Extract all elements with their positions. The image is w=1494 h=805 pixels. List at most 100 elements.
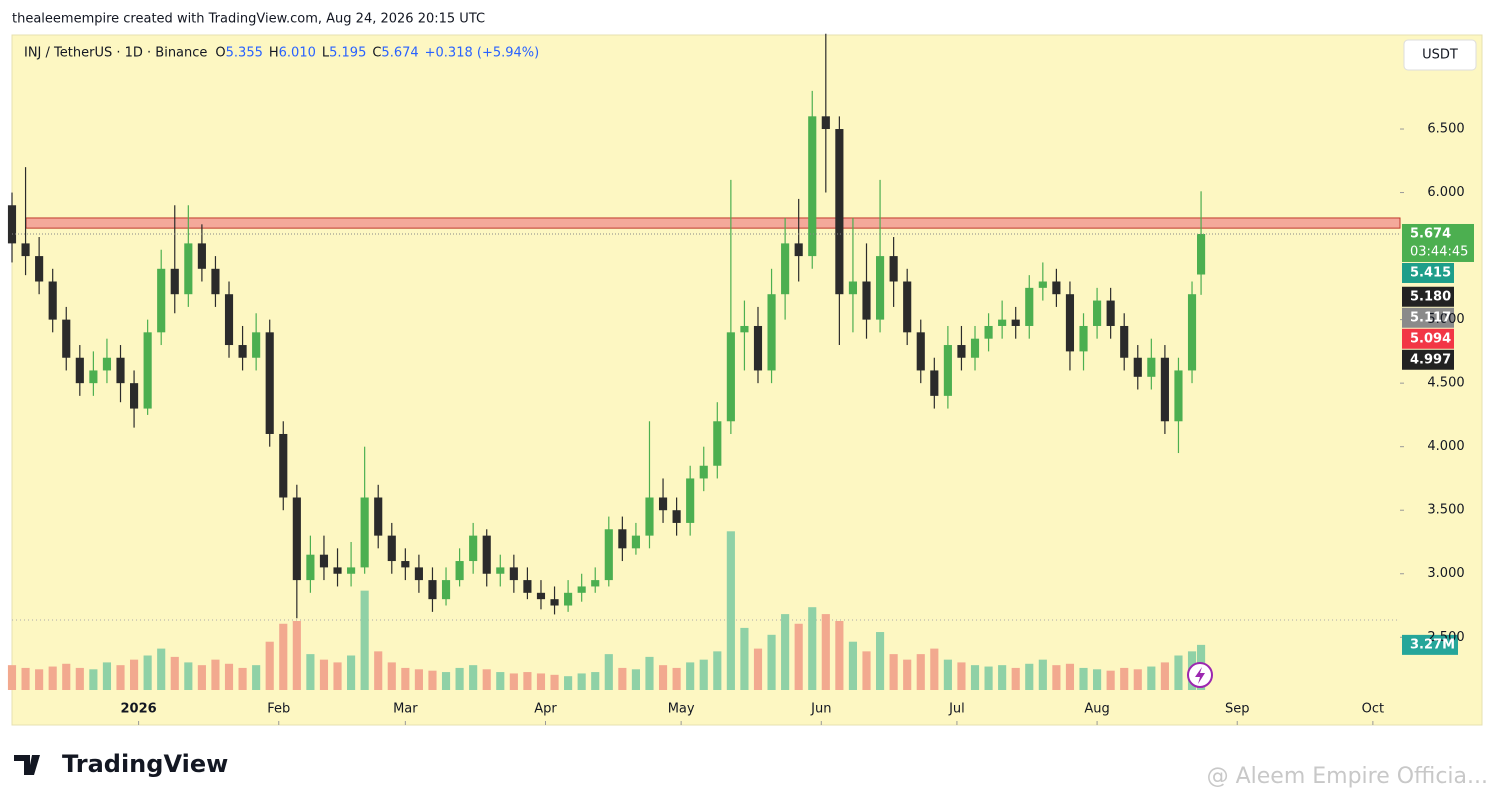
candle-body xyxy=(333,567,342,574)
candle-body xyxy=(360,497,369,568)
volume-bar xyxy=(794,623,803,690)
candle-body xyxy=(1187,294,1197,371)
volume-bar xyxy=(1065,663,1075,690)
candle-body xyxy=(157,268,166,333)
candle-body xyxy=(75,357,84,384)
candle-body xyxy=(930,370,939,396)
candle-body xyxy=(1093,300,1102,326)
currency-button[interactable] xyxy=(1403,39,1477,71)
candle-body xyxy=(984,325,993,339)
candle-body xyxy=(35,256,44,282)
candle-body xyxy=(211,268,220,295)
y-tick-label: 4.000 xyxy=(1427,439,1464,454)
candle-body xyxy=(713,421,722,466)
volume-bar xyxy=(848,641,858,690)
candle-body xyxy=(1147,357,1156,377)
candle-body xyxy=(252,332,261,358)
price-label: 5.674 xyxy=(1410,226,1451,241)
volume-bar xyxy=(1025,663,1034,690)
volume-bar xyxy=(401,667,410,690)
candle-body xyxy=(116,357,125,384)
volume-bar xyxy=(211,659,220,690)
volume-bar xyxy=(265,641,274,690)
volume-bar xyxy=(713,651,722,690)
x-tick-label: 2026 xyxy=(120,702,156,717)
volume-bar xyxy=(686,662,695,690)
candle-body xyxy=(170,268,179,295)
candle-body xyxy=(224,294,234,346)
candle-body xyxy=(7,205,17,244)
y-tick-label: 4.500 xyxy=(1427,376,1464,391)
volume-bar xyxy=(48,666,57,690)
volume-bar xyxy=(1106,670,1115,690)
volume-bar xyxy=(1093,669,1102,690)
volume-bar xyxy=(916,654,925,690)
candle-body xyxy=(1106,300,1115,326)
volume-bar xyxy=(1011,667,1020,690)
candle-body xyxy=(1025,287,1034,326)
candle-body xyxy=(767,294,776,371)
x-tick-label: Jul xyxy=(948,702,965,717)
brand-logo xyxy=(14,755,40,775)
volume-bar xyxy=(970,665,980,690)
y-tick-label: 3.500 xyxy=(1427,503,1464,518)
volume-bar xyxy=(726,531,735,690)
volume-bar xyxy=(116,665,125,690)
candle-body xyxy=(482,535,491,574)
candle-body xyxy=(794,243,803,257)
volume-bar xyxy=(374,651,383,690)
volume-bar xyxy=(360,590,369,690)
watermark: @ Aleem Empire Officia... xyxy=(1207,764,1488,789)
x-tick-label: Mar xyxy=(393,702,418,717)
volume-bar xyxy=(631,669,640,690)
x-tick-label: May xyxy=(668,702,695,717)
volume-bar xyxy=(197,665,206,690)
volume-bar xyxy=(753,648,763,690)
candle-body xyxy=(875,256,885,320)
candle-body xyxy=(808,116,817,257)
volume-bar xyxy=(89,669,98,690)
candle-body xyxy=(618,529,627,549)
candle-body xyxy=(943,345,952,396)
volume-bar xyxy=(455,667,464,690)
candle-body xyxy=(740,325,749,333)
legend-value: 5.355 xyxy=(226,46,263,61)
legend-change: +0.318 (+5.94%) xyxy=(425,46,540,61)
volume-bar xyxy=(387,662,396,690)
volume-bar xyxy=(1160,662,1169,690)
candle-body xyxy=(781,243,790,295)
candle-body xyxy=(89,370,98,384)
y-tick-label: 6.500 xyxy=(1427,122,1464,137)
candle-body xyxy=(604,529,613,581)
volume-bar xyxy=(496,672,505,690)
volume-bar xyxy=(536,673,546,690)
volume-bar xyxy=(157,648,166,690)
volume-bar xyxy=(658,665,668,690)
candle-body xyxy=(889,256,898,282)
legend-value: 5.674 xyxy=(381,46,418,61)
candle-body xyxy=(1052,281,1061,295)
volume-bar xyxy=(889,654,898,690)
price-label: 5.094 xyxy=(1410,331,1451,346)
candle-body xyxy=(1133,357,1142,377)
volume-bar xyxy=(1174,655,1183,690)
price-label-box xyxy=(1402,328,1454,349)
volume-bar xyxy=(740,627,749,690)
currency[interactable]: USDT xyxy=(1422,48,1458,63)
candle-body xyxy=(306,554,315,581)
volume-bar xyxy=(441,672,451,690)
candle-body xyxy=(441,580,451,600)
x-tick-label: Aug xyxy=(1084,702,1109,717)
candle-body xyxy=(279,433,288,498)
legend-value: 6.010 xyxy=(279,46,316,61)
volume-bar xyxy=(577,673,586,690)
candle-body xyxy=(536,592,546,600)
volume-bar xyxy=(821,614,830,690)
volume-bar xyxy=(957,662,966,690)
candle-body xyxy=(862,281,871,320)
candle-body xyxy=(265,332,274,434)
candle-body xyxy=(469,535,478,562)
candle-body xyxy=(1011,319,1020,326)
volume-bar xyxy=(306,654,315,690)
